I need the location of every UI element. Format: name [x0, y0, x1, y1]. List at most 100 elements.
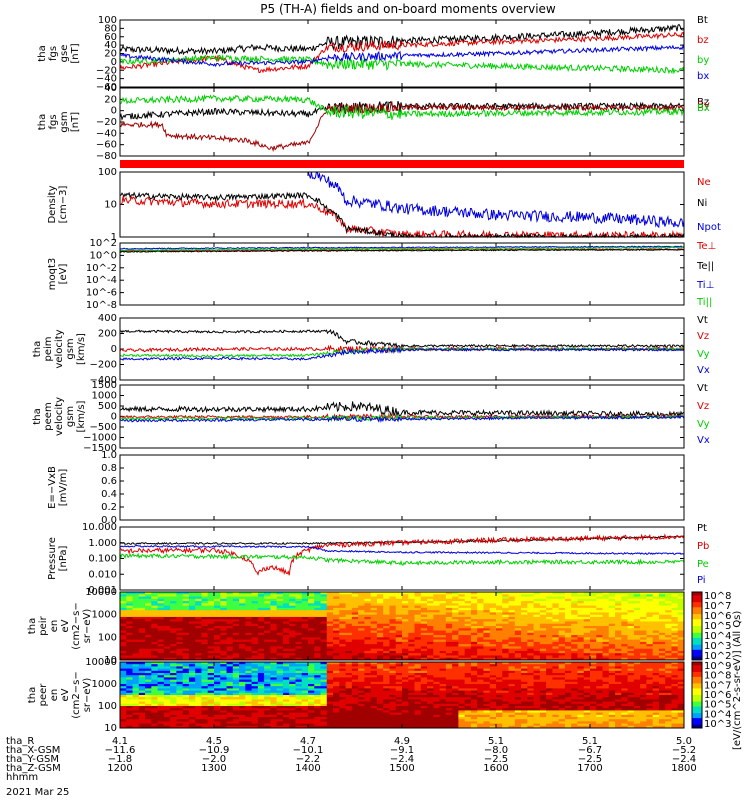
heatmap-cell	[458, 648, 466, 652]
heatmap-cell	[483, 695, 491, 698]
heatmap-cell	[596, 614, 604, 618]
heatmap-cell	[395, 664, 403, 667]
heatmap-cell	[665, 641, 672, 645]
heatmap-cell	[138, 684, 146, 687]
heatmap-cell	[207, 621, 215, 625]
heatmap-cell	[245, 635, 253, 638]
heatmap-cell	[157, 650, 165, 654]
heatmap-cell	[370, 675, 378, 678]
heatmap-cell	[214, 684, 221, 687]
heatmap-cell	[464, 675, 472, 678]
heatmap-cell	[232, 677, 240, 681]
heatmap-cell	[640, 605, 647, 609]
heatmap-cell	[602, 605, 610, 609]
heatmap-cell	[295, 679, 303, 683]
heatmap-cell	[132, 641, 140, 645]
heatmap-cell	[282, 623, 290, 627]
heatmap-cell	[170, 677, 177, 681]
heatmap-cell	[351, 703, 359, 707]
heatmap-cell	[276, 653, 284, 656]
heatmap-cell	[640, 650, 647, 654]
heatmap-cell	[289, 699, 296, 703]
heatmap-cell	[326, 637, 334, 641]
heatmap-cell	[627, 646, 635, 650]
heatmap-cell	[470, 598, 478, 602]
heatmap-cell	[220, 605, 228, 609]
heatmap-cell	[408, 632, 416, 636]
heatmap-cell	[145, 699, 152, 703]
heatmap-cell	[546, 626, 553, 629]
heatmap-cell	[188, 688, 196, 692]
heatmap-cell	[201, 605, 209, 609]
heatmap-cell	[458, 692, 466, 696]
heatmap-cell	[489, 626, 497, 629]
heatmap-cell	[163, 596, 171, 600]
y-tick-label: 1.000	[88, 538, 117, 549]
heatmap-cell	[571, 614, 578, 618]
heatmap-cell	[120, 717, 127, 720]
heatmap-cell	[458, 635, 466, 638]
heatmap-cell	[677, 630, 685, 634]
heatmap-cell	[126, 681, 134, 685]
heatmap-cell	[151, 605, 159, 609]
heatmap-cell	[145, 619, 152, 622]
heatmap-cell	[527, 610, 535, 613]
y-tick-label: −80	[96, 151, 117, 162]
heatmap-cell	[176, 632, 184, 636]
heatmap-cell	[439, 710, 447, 714]
heatmap-cell	[226, 719, 234, 722]
heatmap-cell	[358, 668, 365, 672]
heatmap-cell	[145, 621, 152, 625]
heatmap-cell	[251, 673, 259, 676]
heatmap-cell	[533, 614, 541, 618]
heatmap-cell	[452, 644, 459, 647]
heatmap-cell	[627, 632, 635, 636]
heatmap-cell	[201, 679, 209, 683]
heatmap-cell	[539, 644, 547, 647]
heatmap-cell	[132, 616, 140, 620]
heatmap-cell	[464, 628, 472, 632]
heatmap-cell	[257, 637, 265, 641]
heatmap-cell	[383, 648, 390, 652]
heatmap-cell	[170, 598, 177, 602]
heatmap-cell	[458, 614, 466, 618]
heatmap-cell	[251, 655, 259, 659]
y-axis-label: tha	[27, 618, 38, 634]
heatmap-cell	[640, 653, 647, 656]
heatmap-cell	[151, 616, 159, 620]
heatmap-cell	[120, 699, 127, 703]
heatmap-cell	[496, 635, 503, 638]
heatmap-cell	[470, 719, 478, 722]
heatmap-cell	[264, 628, 271, 632]
heatmap-cell	[464, 626, 472, 629]
heatmap-cell	[564, 601, 572, 604]
heatmap-cell	[264, 710, 271, 714]
heatmap-cell	[590, 635, 597, 638]
heatmap-cell	[665, 619, 672, 622]
heatmap-cell	[145, 692, 152, 696]
heatmap-cell	[163, 610, 171, 613]
heatmap-cell	[621, 596, 629, 600]
heatmap-cell	[433, 596, 441, 600]
heatmap-cell	[201, 681, 209, 685]
heatmap-cell	[408, 668, 416, 672]
heatmap-cell	[226, 684, 234, 687]
heatmap-cell	[414, 686, 422, 689]
heatmap-cell	[195, 697, 202, 700]
heatmap-cell	[383, 719, 390, 722]
heatmap-cell	[470, 717, 478, 720]
heatmap-cell	[389, 677, 397, 681]
heatmap-cell	[220, 681, 228, 685]
heatmap-cell	[245, 594, 253, 598]
heatmap-cell	[320, 641, 328, 645]
heatmap-cell	[395, 662, 403, 665]
heatmap-cell	[163, 648, 171, 652]
heatmap-cell	[627, 614, 635, 618]
heatmap-cell	[489, 610, 497, 613]
heatmap-cell	[151, 699, 159, 703]
heatmap-cell	[126, 621, 134, 625]
heatmap-cell	[590, 619, 597, 622]
heatmap-cell	[276, 695, 284, 698]
heatmap-cell	[558, 628, 566, 632]
heatmap-cell	[301, 679, 309, 683]
